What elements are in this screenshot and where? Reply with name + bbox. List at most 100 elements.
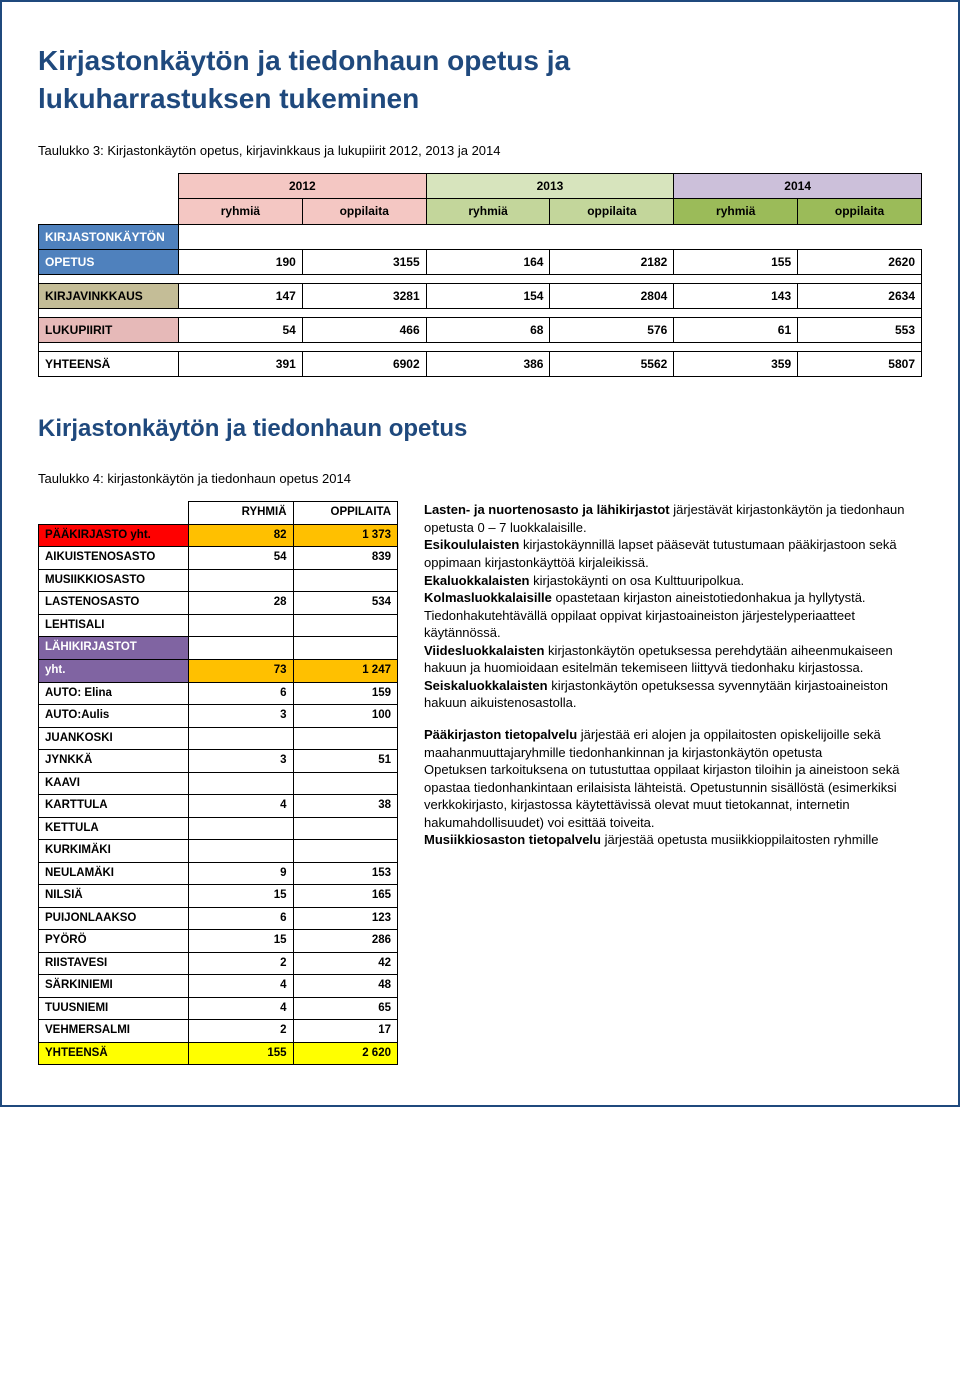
t4-cell: 534 xyxy=(293,592,398,615)
p2-b1: Pääkirjaston tietopalvelu xyxy=(424,727,577,742)
p1-lead-b: Lasten- ja nuortenosasto ja lähikirjasto… xyxy=(424,502,670,517)
table3: 2012 2013 2014 ryhmiä oppilaita ryhmiä o… xyxy=(38,173,922,377)
table-row: MUSIIKKIOSASTO xyxy=(39,569,398,592)
table-row: TUUSNIEMI465 xyxy=(39,997,398,1020)
t4-row-label: PYÖRÖ xyxy=(39,930,189,953)
t4-cell xyxy=(189,772,294,795)
t4-cell: 165 xyxy=(293,885,398,908)
t4-row-label: AIKUISTENOSASTO xyxy=(39,547,189,570)
t3-cell: 164 xyxy=(426,249,550,274)
table-row: AUTO: Elina6159 xyxy=(39,682,398,705)
t3-cell: 2182 xyxy=(550,249,674,274)
t4-cell: 159 xyxy=(293,682,398,705)
t4-row-label: SÄRKINIEMI xyxy=(39,975,189,998)
t4-cell xyxy=(293,569,398,592)
t4-row-label: KURKIMÄKI xyxy=(39,840,189,863)
t4-cell: 2 620 xyxy=(293,1042,398,1065)
t4-cell: 123 xyxy=(293,907,398,930)
t3-sub-5: oppilaita xyxy=(798,199,922,224)
t4-row-label: AUTO: Elina xyxy=(39,682,189,705)
t3-row-label: KIRJAVINKKAUS xyxy=(39,283,179,308)
t4-cell: 15 xyxy=(189,885,294,908)
t4-cell xyxy=(189,840,294,863)
t4-row-label: PÄÄKIRJASTO yht. xyxy=(39,524,189,547)
t3-row-label: OPETUS xyxy=(39,249,179,274)
t3-sub-1: oppilaita xyxy=(302,199,426,224)
t4-row-label: VEHMERSALMI xyxy=(39,1020,189,1043)
t3-label-top: KIRJASTONKÄYTÖN xyxy=(39,224,179,249)
table4-header-row: RYHMIÄ OPPILAITA xyxy=(39,502,398,525)
t4-cell: 65 xyxy=(293,997,398,1020)
t3-cell: 386 xyxy=(426,352,550,377)
t3-sub-4: ryhmiä xyxy=(674,199,798,224)
table-row: AIKUISTENOSASTO54839 xyxy=(39,547,398,570)
table-row: PYÖRÖ15286 xyxy=(39,930,398,953)
t4-cell: 4 xyxy=(189,795,294,818)
t4-cell xyxy=(189,614,294,637)
t4-cell: 28 xyxy=(189,592,294,615)
t3-cell: 190 xyxy=(179,249,303,274)
p1-b4: Kolmasluokkalaisille xyxy=(424,590,552,605)
t4-row-label: NILSIÄ xyxy=(39,885,189,908)
table4-caption: Taulukko 4: kirjastonkäytön ja tiedonhau… xyxy=(38,470,922,488)
t3-cell: 2804 xyxy=(550,283,674,308)
table4: RYHMIÄ OPPILAITA PÄÄKIRJASTO yht.821 373… xyxy=(38,501,398,1065)
table-row: KIRJAVINKKAUS147328115428041432634 xyxy=(39,283,922,308)
t4-cell: 2 xyxy=(189,1020,294,1043)
t4-cell: 51 xyxy=(293,750,398,773)
t4-cell: 1 373 xyxy=(293,524,398,547)
table-row: LÄHIKIRJASTOT xyxy=(39,637,398,660)
t3-cell: 2620 xyxy=(798,249,922,274)
p1-b2: Esikoululaisten xyxy=(424,537,519,552)
t4-cell: 82 xyxy=(189,524,294,547)
t4-cell: 4 xyxy=(189,997,294,1020)
p1-b3: Ekaluokkalaisten xyxy=(424,573,530,588)
t4-row-label: yht. xyxy=(39,660,189,683)
t3-cell: 147 xyxy=(179,283,303,308)
t4-cell: 42 xyxy=(293,952,398,975)
p2-t3: järjestää opetusta musiikkioppilaitosten… xyxy=(601,832,878,847)
t4-cell: 2 xyxy=(189,952,294,975)
t4-cell: 73 xyxy=(189,660,294,683)
table-row: JUANKOSKI xyxy=(39,727,398,750)
t3-cell: 61 xyxy=(674,318,798,343)
t3-sub-2: ryhmiä xyxy=(426,199,550,224)
t4-cell: 155 xyxy=(189,1042,294,1065)
t3-row-label: LUKUPIIRIT xyxy=(39,318,179,343)
table-row: KARTTULA438 xyxy=(39,795,398,818)
title-line2: lukuharrastuksen tukeminen xyxy=(38,80,922,118)
t3-year-2014: 2014 xyxy=(674,174,922,199)
t4-cell: 17 xyxy=(293,1020,398,1043)
t4-cell: 9 xyxy=(189,862,294,885)
p2-b2: Musiikkiosaston tietopalvelu xyxy=(424,832,601,847)
table-row: LUKUPIIRIT544666857661553 xyxy=(39,318,922,343)
t3-cell: 466 xyxy=(302,318,426,343)
table3-caption: Taulukko 3: Kirjastonkäytön opetus, kirj… xyxy=(38,142,922,160)
t3-cell: 576 xyxy=(550,318,674,343)
table-row: PÄÄKIRJASTO yht.821 373 xyxy=(39,524,398,547)
p1-b6: Seiskaluokkalaisten xyxy=(424,678,548,693)
t3-sub-0: ryhmiä xyxy=(179,199,303,224)
table-row: KETTULA xyxy=(39,817,398,840)
table-row: NEULAMÄKI9153 xyxy=(39,862,398,885)
t4-cell: 6 xyxy=(189,682,294,705)
t4-cell: 286 xyxy=(293,930,398,953)
t4-cell xyxy=(293,614,398,637)
table-row: OPETUS190315516421821552620 xyxy=(39,249,922,274)
t4-cell: 3 xyxy=(189,705,294,728)
t4-row-label: JUANKOSKI xyxy=(39,727,189,750)
table-row: KURKIMÄKI xyxy=(39,840,398,863)
t4-row-label: NEULAMÄKI xyxy=(39,862,189,885)
t4-row-label: JYNKKÄ xyxy=(39,750,189,773)
table-row: JYNKKÄ351 xyxy=(39,750,398,773)
t3-cell: 553 xyxy=(798,318,922,343)
table-row: KAAVI xyxy=(39,772,398,795)
table-row: PUIJONLAAKSO6123 xyxy=(39,907,398,930)
t4-row-label: LEHTISALI xyxy=(39,614,189,637)
table-row: YHTEENSÄ1552 620 xyxy=(39,1042,398,1065)
t4-cell xyxy=(189,569,294,592)
table3-sub-row: ryhmiä oppilaita ryhmiä oppilaita ryhmiä… xyxy=(39,199,922,224)
t4-cell: 839 xyxy=(293,547,398,570)
table-row: AUTO:Aulis3100 xyxy=(39,705,398,728)
t4-cell: 48 xyxy=(293,975,398,998)
